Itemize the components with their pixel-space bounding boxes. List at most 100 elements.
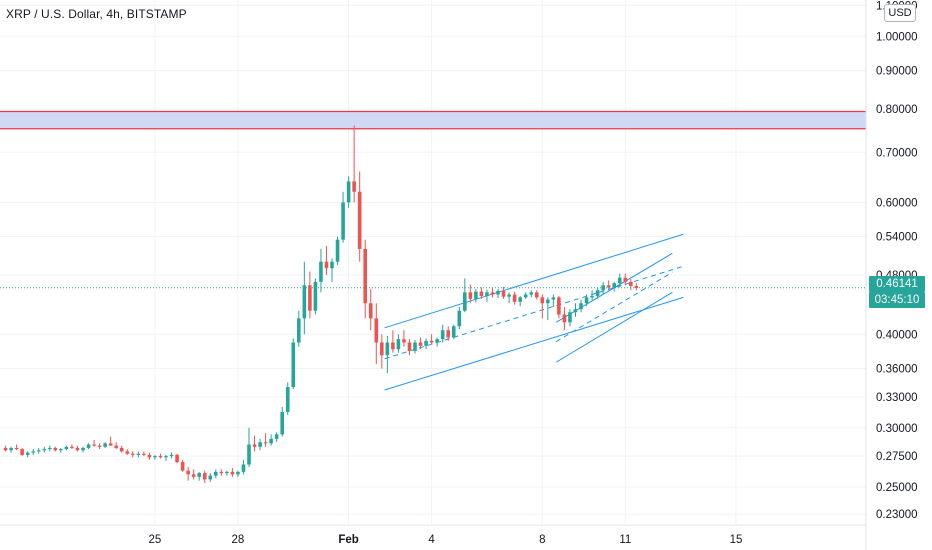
candle-body — [158, 456, 163, 458]
price-tick-label: 0.90000 — [876, 66, 918, 78]
candle — [324, 245, 329, 275]
candle — [14, 444, 19, 451]
candle — [191, 469, 196, 480]
candle — [236, 470, 240, 477]
candle-body — [562, 314, 567, 323]
price-tick-label: 0.54000 — [876, 232, 918, 244]
candle-body — [202, 473, 207, 480]
candle — [36, 447, 41, 454]
candle — [153, 454, 157, 460]
candle — [114, 442, 119, 450]
candle-body — [53, 447, 58, 451]
candle-body — [125, 451, 130, 454]
candle — [25, 451, 30, 458]
candle — [263, 433, 268, 447]
candle — [418, 337, 423, 350]
candle-body — [14, 447, 19, 450]
candle — [158, 453, 163, 459]
candle-body — [175, 454, 179, 463]
candle-body — [236, 471, 240, 475]
candle — [147, 452, 152, 460]
candle-body — [302, 285, 307, 319]
candle — [319, 248, 323, 293]
candle — [507, 292, 511, 304]
candle-body — [534, 292, 539, 298]
candle-body — [485, 292, 489, 296]
candle — [534, 290, 539, 300]
candle — [330, 258, 334, 282]
countdown-badge: 03:45:10 — [869, 292, 925, 308]
candle — [164, 454, 168, 461]
candle — [540, 294, 545, 319]
resistance-zone-fill — [0, 111, 866, 129]
candle — [562, 306, 567, 331]
candle-body — [241, 464, 246, 472]
candle — [225, 470, 229, 476]
candle — [297, 310, 301, 347]
candle — [208, 473, 213, 482]
candle-body — [247, 444, 251, 465]
candle-body — [435, 339, 439, 343]
candle-body — [451, 326, 456, 338]
candle — [186, 466, 190, 481]
candle-body — [147, 454, 152, 458]
candle-body — [285, 387, 290, 412]
candle — [341, 191, 345, 243]
candle-body — [81, 447, 85, 451]
candle — [512, 291, 517, 305]
candle-body — [142, 453, 146, 455]
candle — [241, 459, 246, 475]
candle — [274, 432, 279, 443]
candle-body — [407, 342, 412, 351]
candle-body — [319, 261, 323, 282]
candle-body — [280, 411, 285, 435]
candle-body — [551, 297, 556, 300]
candle-body — [64, 446, 69, 450]
candle — [119, 445, 124, 453]
candle — [557, 295, 561, 319]
candle — [175, 453, 179, 464]
candle — [617, 273, 622, 288]
candle-body — [617, 277, 622, 284]
candle — [485, 289, 489, 302]
candle — [529, 290, 534, 298]
candle-body — [374, 318, 379, 343]
candle — [457, 306, 462, 330]
candle — [579, 299, 583, 313]
time-axis[interactable]: 25 28 Feb 4 8 11 15 — [149, 534, 743, 546]
candle-body — [380, 342, 384, 356]
candle-body — [9, 447, 13, 451]
candle-body — [546, 299, 550, 304]
candle — [3, 445, 8, 452]
candle-body — [48, 447, 52, 450]
candle — [131, 451, 135, 458]
candle-body — [523, 294, 528, 298]
candle-body — [568, 312, 572, 323]
candle — [92, 439, 96, 447]
candle — [413, 339, 417, 354]
candle — [385, 335, 390, 374]
candle — [363, 239, 368, 319]
candle — [20, 447, 24, 457]
candle — [551, 294, 556, 307]
candle — [474, 288, 478, 303]
candle-body — [474, 291, 478, 299]
candle — [568, 309, 572, 327]
candle-body — [97, 445, 102, 447]
candle — [252, 435, 257, 452]
candle — [59, 447, 63, 453]
candle — [501, 286, 506, 299]
candle-body — [186, 470, 190, 475]
price-axis[interactable]: 1.100001.000000.900000.800000.700000.600… — [876, 0, 918, 521]
candle-body — [496, 290, 500, 295]
candle-body — [634, 285, 639, 289]
currency-button[interactable]: USD — [884, 4, 916, 22]
candle-body — [153, 456, 157, 458]
last-price-badge: 0.46141 — [869, 276, 925, 292]
candle — [479, 287, 484, 299]
candle — [280, 406, 285, 437]
candle — [352, 125, 356, 203]
time-tick-label: Feb — [338, 534, 358, 546]
price-tick-label: 0.70000 — [876, 147, 918, 159]
